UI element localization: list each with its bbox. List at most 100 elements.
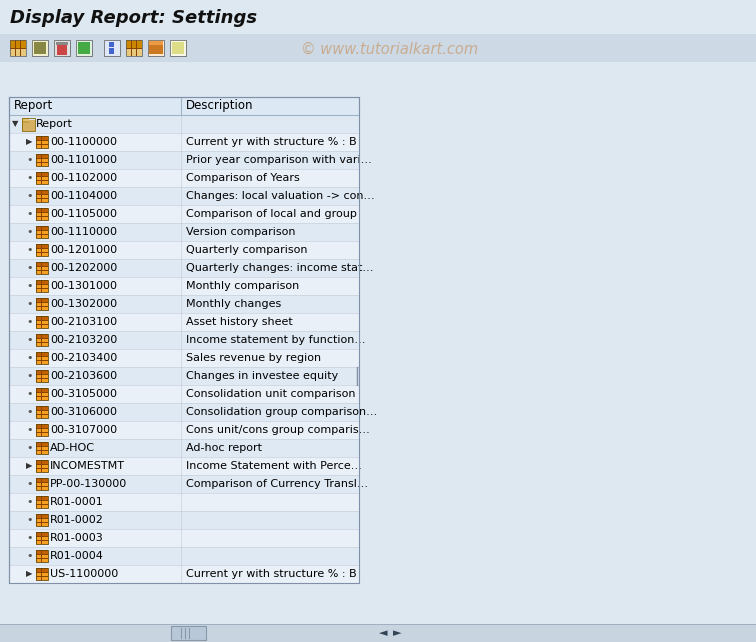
Bar — [36, 140, 48, 141]
Bar — [36, 540, 48, 541]
Bar — [172, 42, 184, 54]
Text: ▶: ▶ — [26, 462, 33, 471]
Bar — [36, 172, 48, 176]
Bar — [9, 223, 359, 241]
Text: •: • — [26, 479, 33, 489]
Bar — [36, 208, 48, 213]
Text: Income statement by function…: Income statement by function… — [186, 335, 365, 345]
Bar — [36, 442, 48, 454]
Text: •: • — [26, 389, 33, 399]
Bar — [109, 48, 114, 54]
Text: ▶: ▶ — [26, 137, 33, 146]
Bar — [9, 277, 359, 295]
Bar — [36, 518, 48, 519]
Text: Version comparison: Version comparison — [186, 227, 296, 237]
Bar — [36, 576, 48, 577]
Bar — [0, 624, 756, 642]
Bar — [36, 482, 48, 483]
Bar — [36, 172, 48, 184]
Text: Comparison of Years: Comparison of Years — [186, 173, 299, 183]
Bar — [9, 241, 359, 259]
Bar — [36, 377, 48, 379]
Bar — [10, 40, 26, 56]
Bar — [36, 388, 48, 392]
Text: Comparison of Currency Transl…: Comparison of Currency Transl… — [186, 479, 368, 489]
Bar — [36, 226, 48, 230]
Text: 00-1102000: 00-1102000 — [50, 173, 117, 183]
Bar — [15, 40, 16, 56]
Bar — [36, 442, 48, 454]
Bar — [131, 40, 132, 56]
Bar — [22, 120, 35, 131]
Bar — [36, 478, 48, 490]
Bar — [9, 151, 359, 169]
Bar — [36, 554, 48, 555]
Text: AD-HOC: AD-HOC — [50, 443, 95, 453]
Bar — [36, 486, 48, 487]
Bar — [36, 352, 48, 364]
Bar — [36, 550, 48, 562]
Bar — [36, 388, 48, 400]
Bar — [9, 475, 359, 493]
Text: Display Report: Settings: Display Report: Settings — [10, 9, 257, 27]
Bar — [36, 504, 48, 505]
Text: Cons unit/cons group comparis…: Cons unit/cons group comparis… — [186, 425, 370, 435]
Text: 00-1100000: 00-1100000 — [50, 137, 117, 147]
Bar — [36, 536, 48, 537]
Bar — [9, 457, 359, 475]
Text: Comparison of local and group: Comparison of local and group — [186, 209, 357, 219]
Text: 00-2103200: 00-2103200 — [50, 335, 117, 345]
Bar — [9, 367, 359, 385]
Bar — [36, 460, 48, 464]
Bar — [36, 334, 48, 338]
Bar — [9, 187, 359, 205]
Bar — [36, 568, 48, 580]
Bar — [9, 403, 359, 421]
Bar — [36, 280, 48, 292]
Bar — [36, 370, 48, 382]
Bar — [36, 532, 48, 536]
Bar — [36, 514, 48, 526]
Bar — [36, 316, 48, 328]
Bar — [36, 356, 48, 357]
Text: Quarterly changes: income stat…: Quarterly changes: income stat… — [186, 263, 373, 273]
Bar — [9, 97, 181, 115]
Text: •: • — [26, 227, 33, 237]
Bar — [36, 410, 48, 411]
Text: •: • — [26, 407, 33, 417]
Bar — [148, 40, 164, 56]
Bar — [36, 406, 48, 418]
Bar — [36, 460, 48, 472]
Bar — [0, 0, 756, 34]
Bar — [36, 154, 48, 158]
Bar — [36, 496, 48, 508]
Text: Description: Description — [186, 100, 253, 112]
Bar — [36, 298, 48, 310]
Bar — [9, 493, 359, 511]
Bar — [22, 118, 35, 131]
Bar — [36, 288, 48, 289]
Text: •: • — [26, 317, 33, 327]
Bar — [54, 40, 70, 56]
Text: R01-0002: R01-0002 — [50, 515, 104, 525]
Text: ►: ► — [393, 628, 401, 638]
Text: •: • — [26, 443, 33, 453]
Bar — [36, 532, 48, 544]
Text: •: • — [26, 371, 33, 381]
Bar — [36, 136, 48, 140]
Bar — [36, 280, 48, 292]
Bar — [36, 496, 48, 500]
Text: Changes: local valuation -> con…: Changes: local valuation -> con… — [186, 191, 375, 201]
Text: •: • — [26, 191, 33, 201]
Text: Asset history sheet: Asset history sheet — [186, 317, 293, 327]
Bar — [36, 262, 48, 266]
Text: Consolidation unit comparison: Consolidation unit comparison — [186, 389, 355, 399]
Bar — [36, 514, 48, 518]
Bar — [36, 478, 48, 490]
Bar — [76, 40, 92, 56]
Bar — [36, 248, 48, 249]
Bar — [36, 280, 48, 284]
Bar — [36, 550, 48, 554]
Bar — [9, 205, 359, 223]
Bar — [36, 532, 48, 544]
